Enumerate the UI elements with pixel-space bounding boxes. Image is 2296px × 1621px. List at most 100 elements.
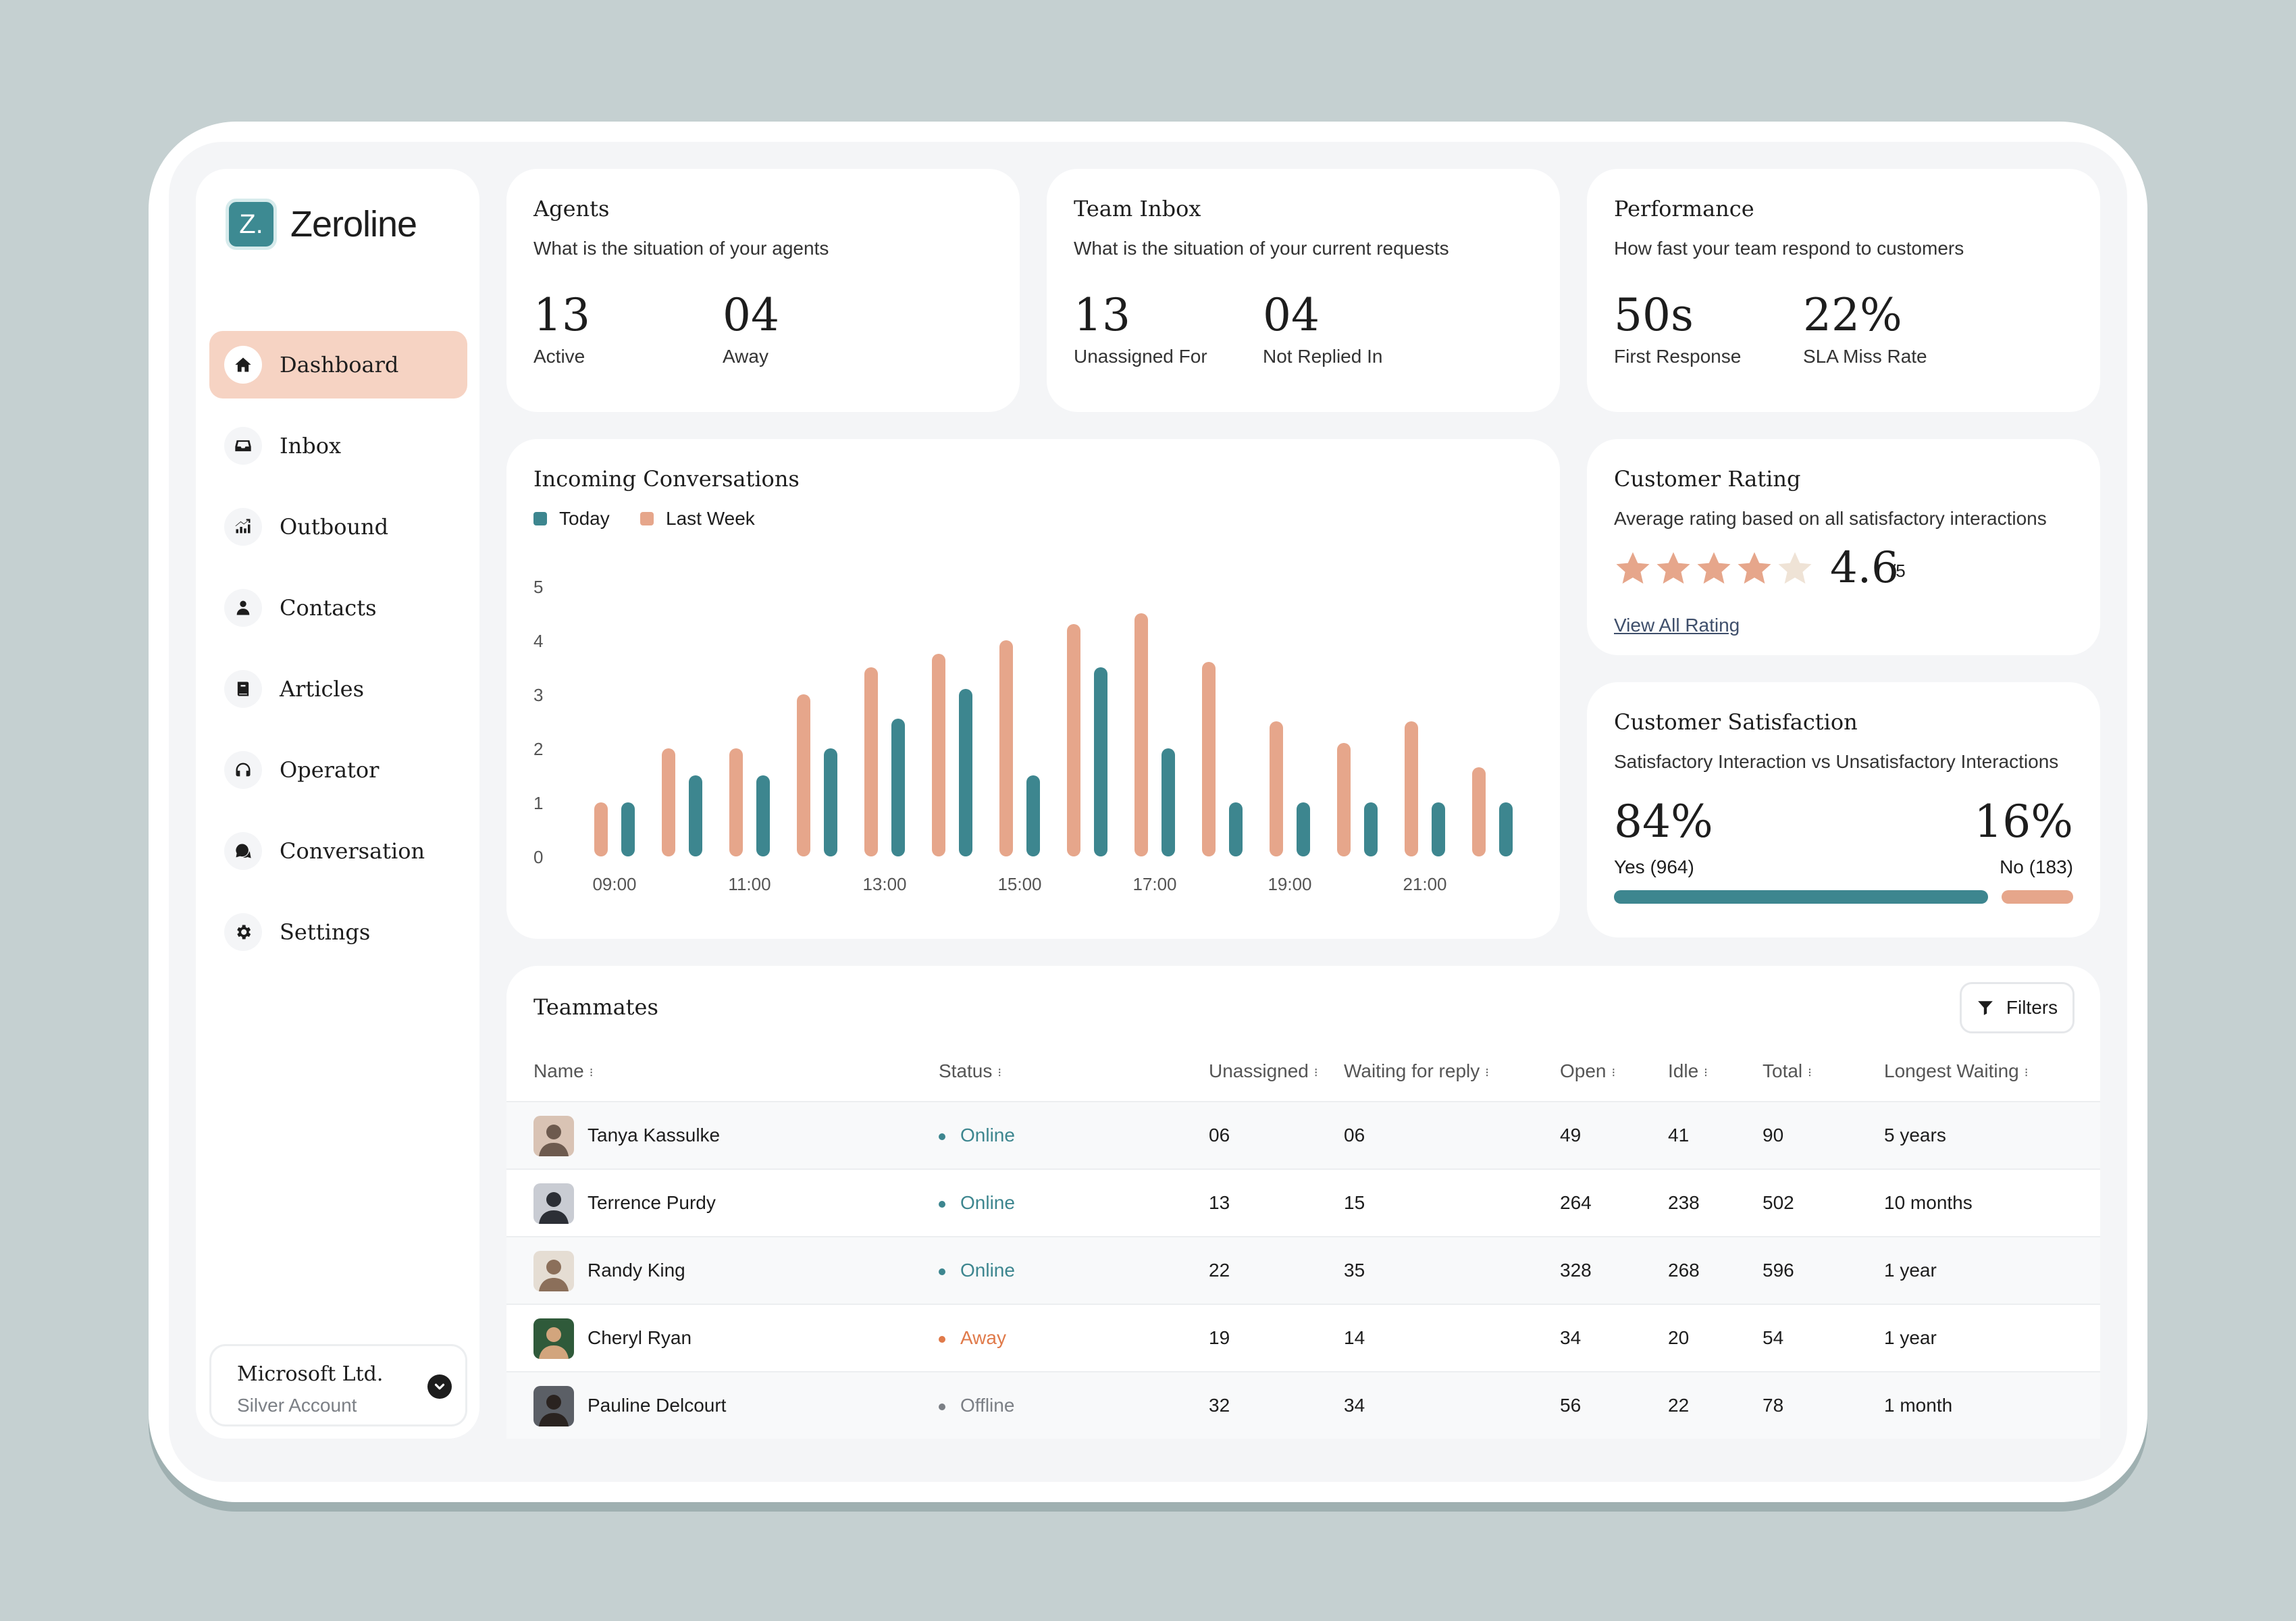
bar-today[interactable] [621, 802, 635, 856]
gear-icon [224, 913, 262, 951]
star-filled-icon [1736, 550, 1773, 588]
column-header-waiting[interactable]: Waiting for reply ⁝ [1344, 1060, 1489, 1081]
sidebar-item-contacts[interactable]: Contacts [209, 574, 467, 642]
cell-idle: 238 [1668, 1192, 1700, 1213]
sidebar-item-settings[interactable]: Settings [209, 898, 467, 966]
cell-total: 596 [1763, 1260, 1794, 1281]
bar-today[interactable] [756, 775, 770, 856]
star-empty-icon [1776, 550, 1814, 588]
cell-idle: 41 [1668, 1125, 1690, 1146]
bar-last-week[interactable] [999, 640, 1013, 856]
sidebar-item-label: Dashboard [280, 352, 399, 378]
cell-waiting: 14 [1344, 1327, 1365, 1348]
stat-label: Active [533, 346, 585, 367]
cell-idle: 268 [1668, 1260, 1700, 1281]
bar-last-week[interactable] [1270, 721, 1283, 856]
cell-longest: 1 year [1884, 1260, 1937, 1281]
bar-today[interactable] [824, 748, 837, 856]
sidebar-item-label: Articles [280, 676, 365, 702]
bar-last-week[interactable] [1067, 624, 1080, 856]
bar-today[interactable] [959, 689, 972, 856]
bar-last-week[interactable] [594, 802, 608, 856]
stat-value: 13 [533, 289, 590, 341]
y-tick-label: 3 [533, 685, 543, 705]
cell-idle: 20 [1668, 1327, 1690, 1348]
cell-unassigned: 22 [1209, 1260, 1230, 1281]
bar-chart: 0 1 2 3 4 5 09:00 11:00 13:00 15:00 17:00 19:00 21:0… [533, 577, 1513, 894]
cell-open: 49 [1560, 1125, 1582, 1146]
bar-last-week[interactable] [662, 748, 675, 856]
brand-logo[interactable]: Z. Zeroline [226, 199, 417, 250]
y-tick-label: 0 [533, 847, 543, 867]
outbound-chart-icon [224, 508, 262, 546]
cell-open: 56 [1560, 1395, 1582, 1416]
sidebar-item-label: Contacts [280, 595, 377, 621]
bar-today[interactable] [1162, 748, 1175, 856]
bar-last-week[interactable] [729, 748, 743, 856]
bar-last-week[interactable] [864, 667, 878, 856]
stat-label: SLA Miss Rate [1803, 346, 1927, 367]
bar-today[interactable] [891, 719, 905, 856]
customer-satisfaction-card: Customer Satisfaction Satisfactory Inter… [1587, 682, 2100, 937]
table-row[interactable]: Randy King Online 22 35 328 268 596 1 year [506, 1236, 2100, 1304]
bar-today[interactable] [689, 775, 702, 856]
bar-today[interactable] [1364, 802, 1378, 856]
bar-last-week[interactable] [932, 654, 945, 856]
cell-open: 264 [1560, 1192, 1592, 1213]
card-subtitle: What is the situation of your agents [533, 238, 829, 259]
card-title: Team Inbox [1074, 196, 1201, 222]
x-tick-label: 17:00 [1132, 874, 1176, 894]
bar-last-week[interactable] [1202, 662, 1216, 856]
bar-today[interactable] [1094, 667, 1107, 856]
home-icon [224, 346, 262, 384]
stat-label: Away [723, 346, 768, 367]
sidebar-item-inbox[interactable]: Inbox [209, 412, 467, 480]
bar-today[interactable] [1229, 802, 1243, 856]
teammate-name: Pauline Delcourt [588, 1395, 727, 1416]
status-badge: Offline [939, 1395, 1014, 1416]
table-row[interactable]: Terrence Purdy Online 13 15 264 238 502 10 mont… [506, 1168, 2100, 1236]
table-row[interactable]: Pauline Delcourt Offline 32 34 56 22 78 1 month [506, 1371, 2100, 1439]
bar-today[interactable] [1297, 802, 1310, 856]
bar-last-week[interactable] [1405, 721, 1418, 856]
filters-button[interactable]: Filters [1960, 982, 2075, 1033]
bar-today[interactable] [1026, 775, 1040, 856]
stat-label: Unassigned For [1074, 346, 1207, 367]
sidebar-item-dashboard[interactable]: Dashboard [209, 331, 467, 398]
bar-last-week[interactable] [797, 694, 810, 856]
column-header-name[interactable]: Name ⁝ [533, 1060, 594, 1081]
bar-today[interactable] [1432, 802, 1445, 856]
stat-value: 04 [1263, 289, 1320, 341]
bar-last-week[interactable] [1134, 613, 1148, 856]
sidebar-item-outbound[interactable]: Outbound [209, 493, 467, 561]
stat-value: 13 [1074, 289, 1130, 341]
table-row[interactable]: Cheryl Ryan Away 19 14 34 20 54 1 year [506, 1304, 2100, 1371]
sidebar-item-conversation[interactable]: Conversation [209, 817, 467, 885]
sidebar-item-label: Operator [280, 757, 380, 783]
satisfied-label: Yes (964) [1614, 856, 1694, 877]
view-all-rating-link[interactable]: View All Rating [1614, 615, 1740, 636]
bar-last-week[interactable] [1337, 743, 1351, 856]
column-header-idle[interactable]: Idle ⁝ [1668, 1060, 1708, 1081]
table-row[interactable]: Tanya Kassulke Online 06 06 49 41 90 5 years [506, 1101, 2100, 1168]
star-filled-icon [1654, 550, 1692, 588]
column-header-longest-waiting[interactable]: Longest Waiting ⁝ [1884, 1060, 2029, 1081]
cell-longest: 10 months [1884, 1192, 1973, 1213]
column-header-open[interactable]: Open ⁝ [1560, 1060, 1616, 1081]
column-header-unassigned[interactable]: Unassigned ⁝ [1209, 1060, 1318, 1081]
chevron-down-icon[interactable] [427, 1374, 452, 1399]
sidebar-item-label: Outbound [280, 514, 389, 540]
bar-today[interactable] [1499, 802, 1513, 856]
bar-last-week[interactable] [1472, 767, 1486, 856]
avatar [533, 1386, 574, 1426]
status-badge: Online [939, 1125, 1015, 1146]
legend-swatch [640, 512, 654, 525]
account-switcher[interactable]: Microsoft Ltd. Silver Account [209, 1344, 467, 1426]
column-header-status[interactable]: Status ⁝ [939, 1060, 1002, 1081]
stat-label: Not Replied In [1263, 346, 1383, 367]
cell-unassigned: 32 [1209, 1395, 1230, 1416]
sidebar-item-articles[interactable]: Articles [209, 655, 467, 723]
sidebar-item-operator[interactable]: Operator [209, 736, 467, 804]
x-tick-label: 19:00 [1268, 874, 1311, 894]
column-header-total[interactable]: Total ⁝ [1763, 1060, 1812, 1081]
